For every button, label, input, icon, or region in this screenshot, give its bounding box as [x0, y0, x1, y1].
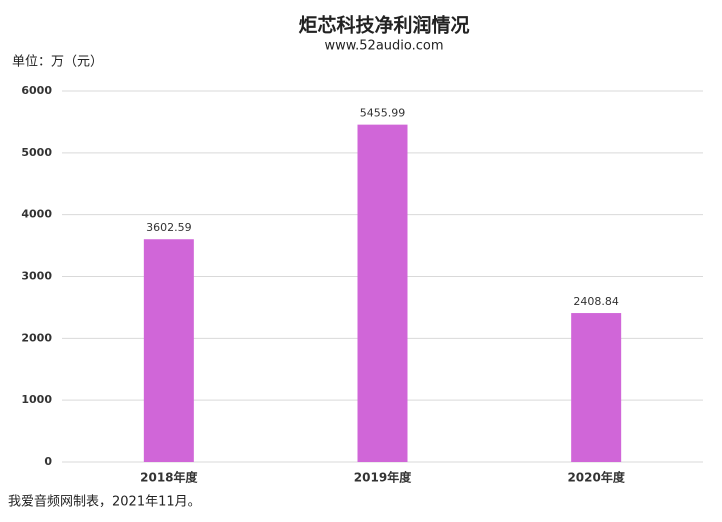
bar — [357, 124, 408, 463]
bar — [143, 239, 194, 462]
bar — [571, 313, 622, 462]
y-tick-label: 6000 — [21, 84, 52, 97]
x-tick-label: 2020年度 — [567, 470, 625, 485]
y-tick-label: 2000 — [21, 331, 52, 344]
data-label: 5455.99 — [360, 107, 406, 120]
footnote: 我爱音频网制表，2021年11月。 — [8, 494, 201, 510]
data-label: 3602.59 — [146, 221, 192, 234]
chart-title: 炬芯科技净利润情况 — [298, 14, 469, 37]
data-label: 2408.84 — [573, 295, 619, 308]
x-tick-label: 2019年度 — [354, 470, 412, 485]
y-tick-label: 1000 — [21, 393, 52, 406]
y-axis-label: 单位：万（元） — [12, 55, 103, 70]
y-tick-label: 4000 — [21, 208, 52, 221]
y-tick-label: 0 — [44, 455, 52, 468]
chart-subtitle: www.52audio.com — [324, 39, 443, 54]
x-tick-label: 2018年度 — [140, 470, 198, 485]
y-tick-label: 5000 — [21, 146, 52, 159]
y-tick-label: 3000 — [21, 270, 52, 283]
